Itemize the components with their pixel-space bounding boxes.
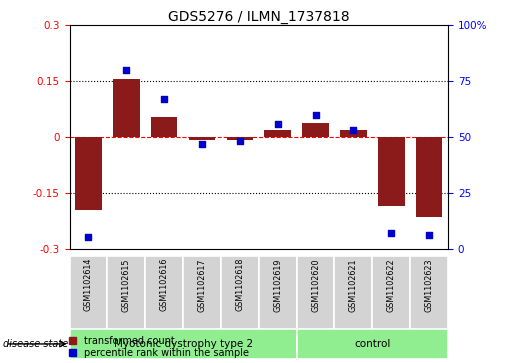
Point	[122, 67, 130, 73]
Point	[425, 232, 433, 238]
Bar	[227, 137, 253, 140]
Text: GSM1102616: GSM1102616	[160, 258, 168, 311]
Bar	[297, 329, 448, 359]
Text: GSM1102619: GSM1102619	[273, 258, 282, 311]
Point	[273, 121, 282, 127]
Text: GSM1102621: GSM1102621	[349, 258, 358, 311]
Bar	[183, 256, 221, 329]
Text: GSM1102617: GSM1102617	[198, 258, 207, 311]
Bar	[75, 137, 101, 209]
Bar	[297, 256, 335, 329]
Text: GSM1102618: GSM1102618	[235, 258, 244, 311]
Bar	[259, 256, 297, 329]
Bar	[151, 117, 177, 137]
Bar	[265, 130, 291, 137]
Point	[84, 234, 93, 240]
Bar	[107, 256, 145, 329]
Bar	[340, 130, 367, 137]
Bar	[145, 256, 183, 329]
Text: GSM1102615: GSM1102615	[122, 258, 131, 311]
Text: GSM1102622: GSM1102622	[387, 258, 396, 312]
Bar	[372, 256, 410, 329]
Point	[312, 112, 320, 118]
Title: GDS5276 / ILMN_1737818: GDS5276 / ILMN_1737818	[168, 11, 350, 24]
Bar	[70, 256, 107, 329]
Bar	[378, 137, 404, 206]
Text: Myotonic dystrophy type 2: Myotonic dystrophy type 2	[113, 339, 253, 349]
Text: GSM1102614: GSM1102614	[84, 258, 93, 311]
Text: GSM1102623: GSM1102623	[425, 258, 434, 311]
Bar	[410, 256, 448, 329]
Point	[387, 230, 396, 236]
Bar	[189, 137, 215, 140]
Bar	[302, 123, 329, 137]
Legend: transformed count, percentile rank within the sample: transformed count, percentile rank withi…	[69, 336, 249, 358]
Bar	[113, 79, 140, 137]
Bar	[335, 256, 372, 329]
Text: disease state: disease state	[3, 339, 68, 349]
Point	[198, 141, 206, 147]
Point	[160, 96, 168, 102]
Bar	[221, 256, 259, 329]
Text: control: control	[354, 339, 390, 349]
Point	[349, 127, 357, 133]
Point	[236, 139, 244, 144]
Bar	[70, 329, 297, 359]
Text: GSM1102620: GSM1102620	[311, 258, 320, 311]
Bar	[416, 137, 442, 217]
